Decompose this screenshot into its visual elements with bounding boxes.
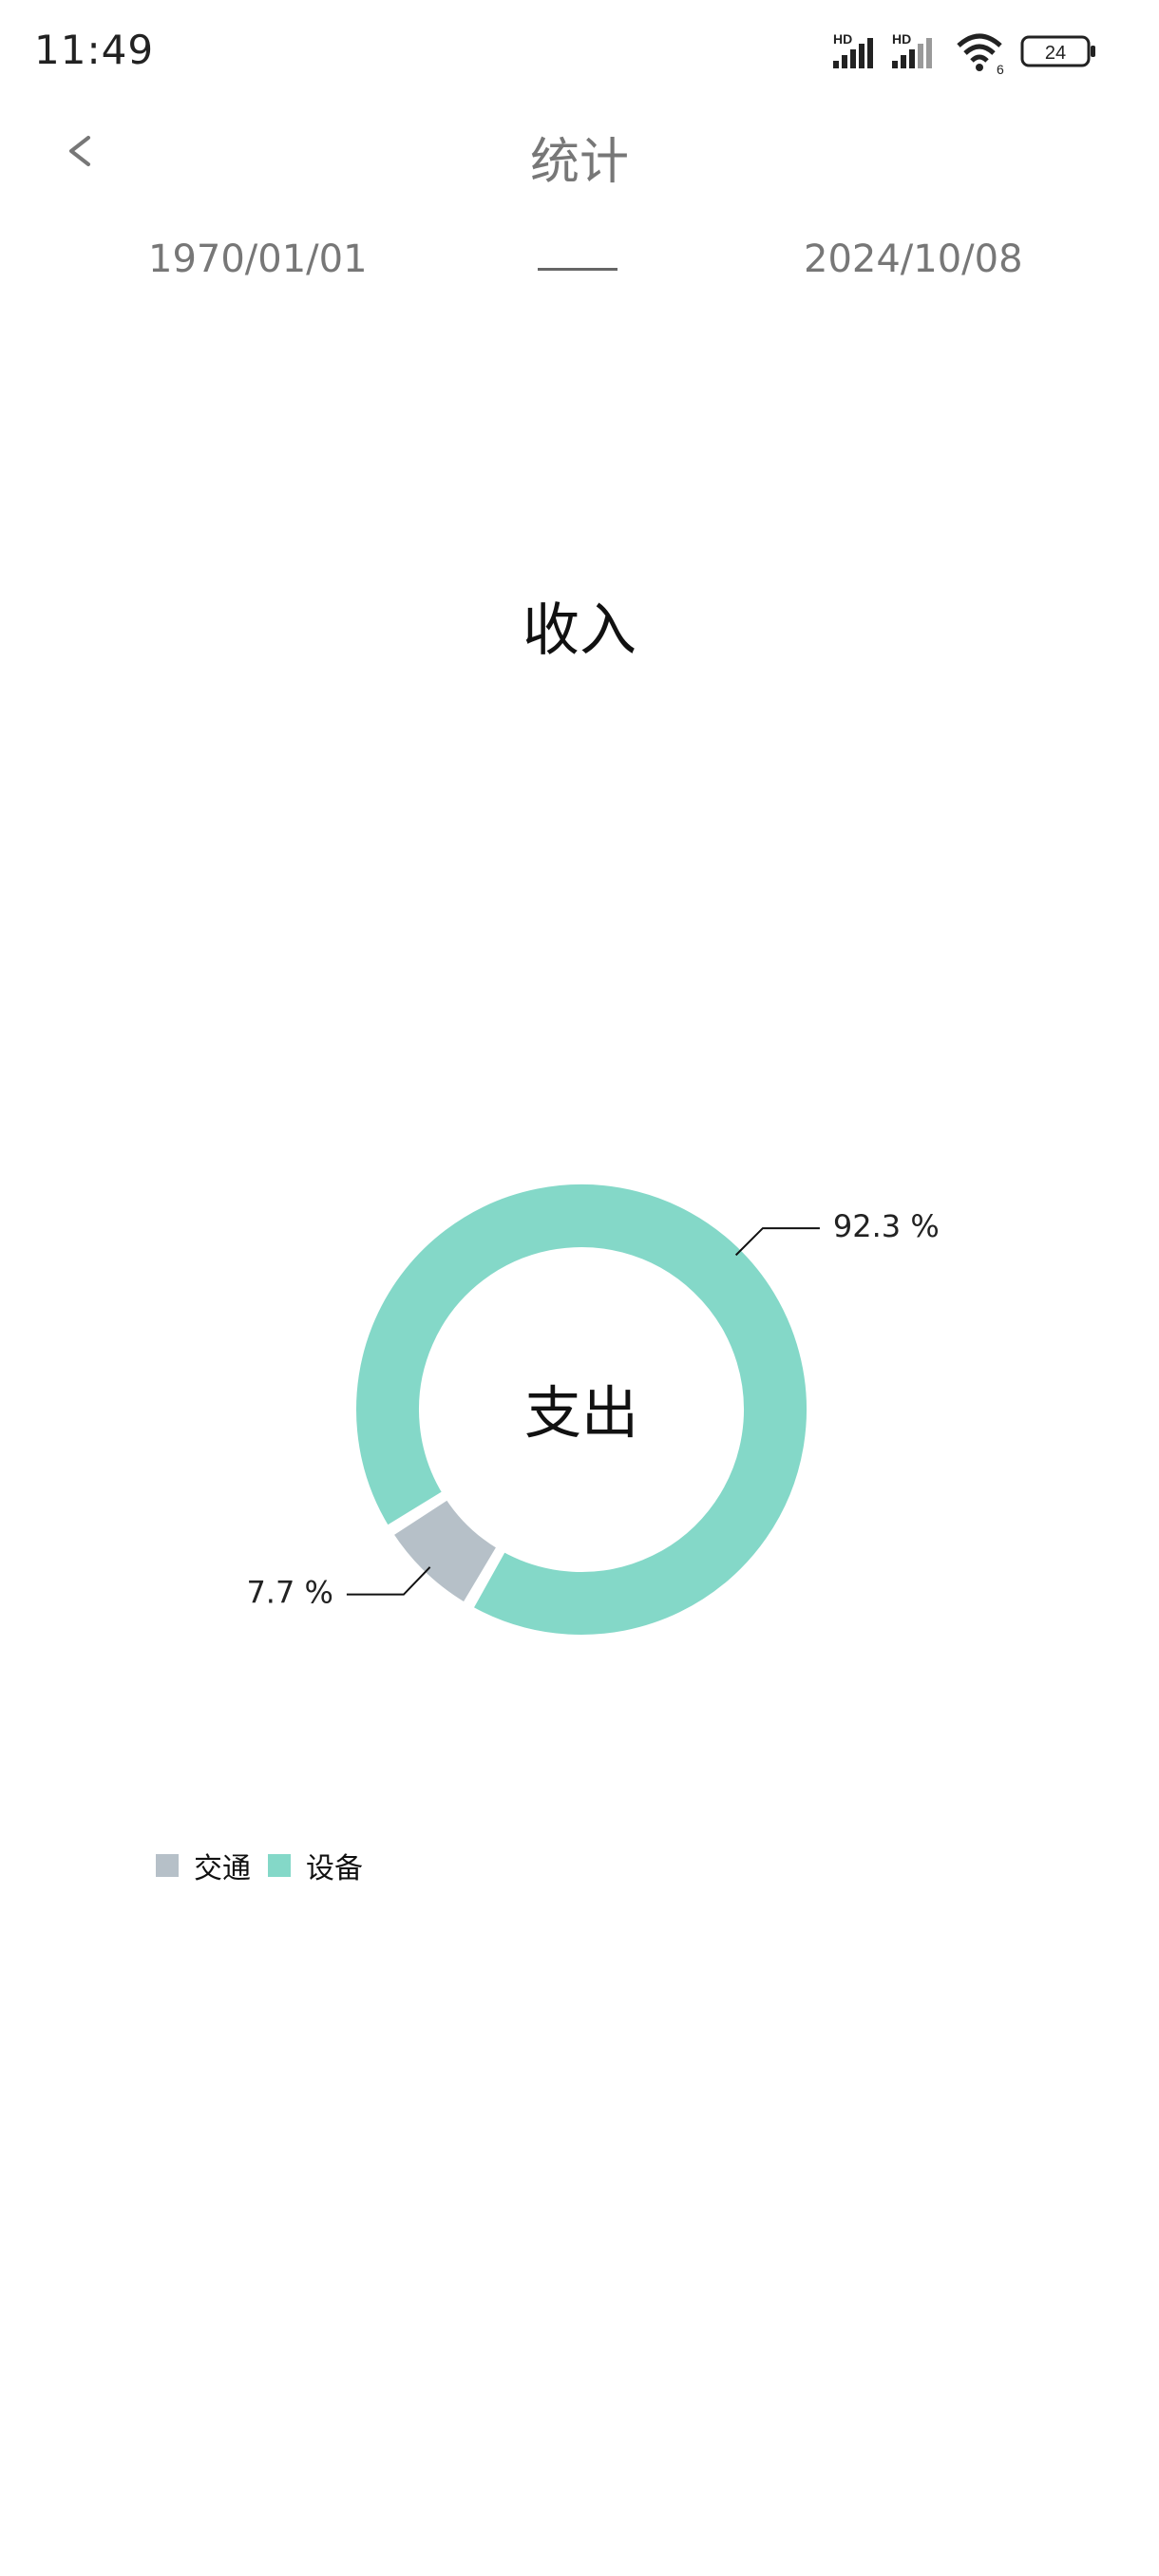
status-time: 11:49 (34, 27, 155, 73)
battery-level: 24 (1045, 43, 1066, 64)
signal-icon-1: HD (833, 31, 873, 68)
legend-item-2[interactable]: 设备 (268, 1845, 363, 1886)
status-bar: 11:49 HD HD (0, 0, 1159, 104)
legend-item-1[interactable]: 交通 (156, 1845, 251, 1886)
chart-legend: 交通 设备 (156, 1847, 380, 1885)
date-range: 1970/01/01 2024/10/08 (0, 228, 1159, 304)
donut-leader-line-2 (734, 1227, 820, 1257)
legend-label-1: 交通 (194, 1852, 251, 1885)
signal-badge-1: HD (833, 31, 852, 47)
donut-data-label-2: 92.3 % (833, 1208, 940, 1244)
expense-donut-chart: 7.7 % 92.3 % 支出 (0, 1121, 1159, 1710)
page-title: 统计 (529, 134, 629, 191)
header: 统计 (0, 104, 1159, 199)
back-button[interactable] (48, 118, 114, 184)
date-separator (538, 268, 618, 271)
legend-label-2: 设备 (306, 1852, 363, 1885)
donut-slice-1[interactable] (386, 1492, 504, 1610)
signal-icon-2: HD (892, 31, 932, 68)
chevron-left-icon (69, 136, 90, 166)
income-title: 收入 (522, 597, 636, 664)
donut-slices (351, 1179, 812, 1640)
donut-leader-line-1 (346, 1566, 431, 1596)
donut-labels: 7.7 % 92.3 % (246, 1208, 939, 1611)
legend-swatch-1 (156, 1854, 179, 1877)
end-date-picker[interactable]: 2024/10/08 (804, 237, 1023, 281)
wifi-badge: 6 (997, 62, 1004, 76)
status-icons: HD HD 6 (831, 28, 1107, 76)
wifi-icon: 6 (957, 33, 1004, 76)
donut-center-label: 支出 (524, 1381, 638, 1448)
signal-badge-2: HD (892, 31, 911, 47)
legend-swatch-2 (268, 1854, 291, 1877)
donut-slice-2[interactable] (351, 1179, 812, 1640)
battery-icon: 24 (1020, 35, 1095, 67)
donut-data-label-1: 7.7 % (246, 1575, 332, 1611)
start-date-picker[interactable]: 1970/01/01 (148, 237, 368, 281)
